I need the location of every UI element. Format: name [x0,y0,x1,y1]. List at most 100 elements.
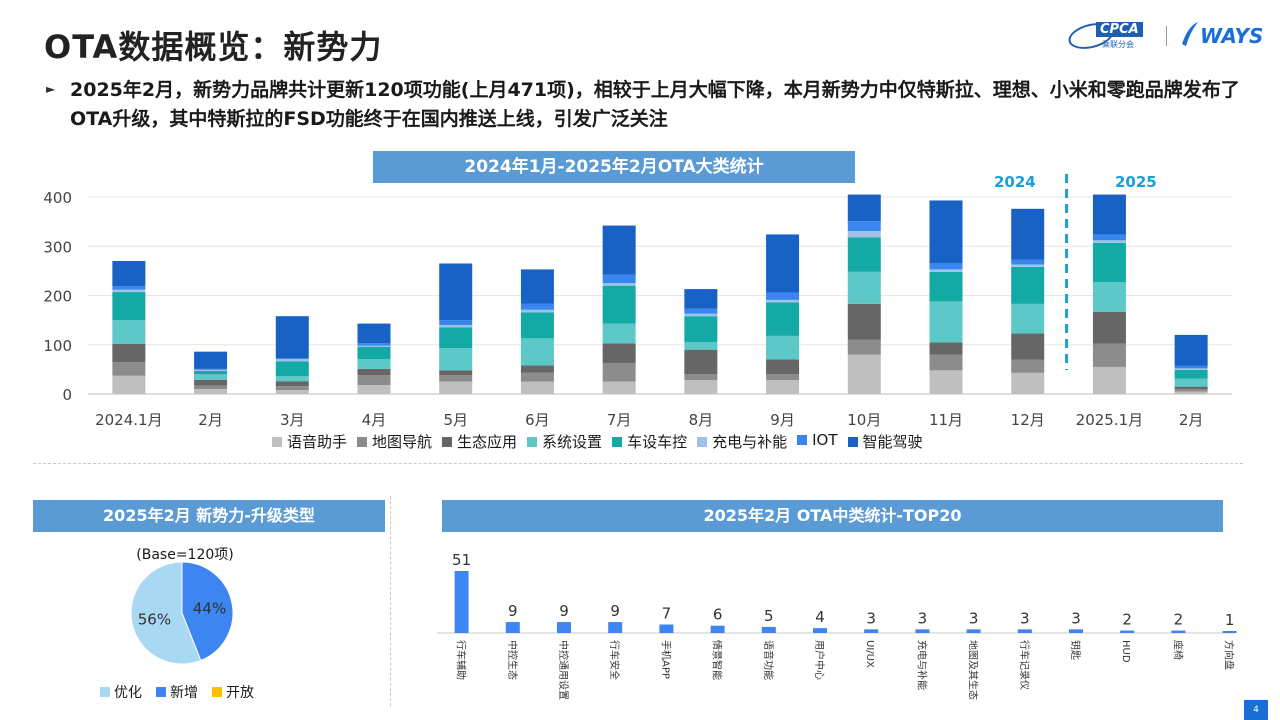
bar-segment [112,343,146,362]
legend-label: 语音助手 [287,433,348,451]
bar-segment [357,375,391,386]
page-number: 4 [1244,700,1268,720]
cpca-logo-icon: CPCA 乘联分会 [1065,18,1152,54]
bar-segment [520,372,554,382]
bar-segment [684,342,718,350]
top20-value-label: 1 [1225,611,1235,629]
top20-bar [1120,630,1135,633]
y-tick-label: 100 [43,337,72,355]
legend-label: 充电与补能 [712,433,788,451]
top20-bar [710,625,725,633]
bar-segment [194,389,228,394]
bar-segment [1174,365,1208,369]
legend-label: 智能驾驶 [862,433,923,451]
bar-segment [766,234,800,293]
top20-bar [454,571,469,633]
bar-segment [1174,391,1208,394]
bar-segment [439,320,473,326]
bar-segment [275,386,309,391]
top20-value-label: 7 [662,604,672,622]
main-chart-title: 2024年1月-2025年2月OTA大类统计 [373,151,855,183]
bar-segment [357,346,391,360]
bar-segment [439,381,473,394]
bar-segment [602,225,636,275]
bar-segment [357,359,391,369]
top20-bar [659,624,674,633]
bar-segment [520,381,554,394]
bar-segment [520,303,554,310]
x-tick-label: 12月 [1011,411,1045,429]
top20-category-label: HUD [1120,640,1131,663]
legend-swatch [797,435,808,445]
bar-segment [520,269,554,304]
bar-segment [684,316,718,343]
bar-segment [929,301,963,343]
bar-segment [766,335,800,360]
legend-swatch [612,437,623,447]
top20-category-label: 用户中心 [813,640,826,680]
bar-segment [1011,303,1045,334]
bar-segment [766,359,800,375]
legend-item: 充电与补能 [697,431,787,452]
logo-divider [1166,26,1167,46]
x-tick-label: 3月 [280,411,305,429]
pie-slice-label: 44% [193,600,226,618]
bar-segment [357,323,391,344]
bar-segment [194,368,228,370]
top20-bar [915,629,930,633]
top20-category-label: 中控通用设置 [557,640,570,700]
bar-segment [1092,366,1126,394]
legend-label: 生态应用 [457,433,518,451]
ways-logo-icon: WAYS [1178,20,1270,50]
x-tick-label: 2025.1月 [1076,411,1144,429]
x-tick-label: 2024.1月 [95,411,163,429]
pie-chart-title: 2025年2月 新势力-升级类型 [33,500,385,532]
bar-segment [439,325,473,328]
x-tick-label: 11月 [929,411,963,429]
bar-segment [357,345,391,347]
bar-segment [194,351,228,369]
top20-value-label: 9 [559,602,569,620]
column-divider [390,496,391,706]
top20-value-label: 4 [815,608,825,626]
main-chart-legend: 语音助手 地图导航 生态应用 系统设置 车设车控 充电与补能 IOT 智能驾驶 [272,431,923,452]
bar-segment [1011,372,1045,394]
bar-segment [520,312,554,339]
bar-segment [275,381,309,387]
top20-bar [1171,630,1186,633]
pie-legend-swatch [212,687,222,697]
stacked-bar-chart: 0 100 200 300 400 2024.1月 2月 3月 4月 5月 6月 7月 8月 9月 10月 1… [43,174,1232,429]
top20-category-label: 行车辅助 [455,640,468,680]
year-label-2024: 2024 [994,173,1036,191]
bar-segment [1011,264,1045,267]
bar-segment [684,289,718,309]
top20-category-label: 方向盘 [1223,640,1236,670]
bar-segment [1092,311,1126,344]
bar-segment [847,354,881,394]
top20-value-label: 6 [713,606,723,624]
top20-bar [505,622,520,633]
legend-swatch [357,437,368,447]
bar-segment [847,271,881,304]
bar-segment [766,302,800,336]
bar-segment [439,375,473,382]
legend-label: 车设车控 [627,433,688,451]
legend-swatch [697,437,708,447]
bar-segment [1092,242,1126,283]
x-tick-label: 7月 [607,411,632,429]
bar-segment [766,380,800,394]
top20-category-label: 充电与补能 [915,640,928,690]
bar-segment [766,292,800,300]
legend-swatch [272,437,282,447]
x-tick-label: 4月 [362,411,387,429]
top20-category-label: UI/UX [864,640,875,668]
bar-segment [684,308,718,314]
bar-segment [929,269,963,272]
bar-segment [112,292,146,321]
legend-item: 语音助手 [272,431,347,452]
bar-segment [194,385,228,390]
legend-swatch [442,437,453,447]
bar-segment [112,320,146,344]
bar-segment [357,343,391,346]
bar-segment [766,299,800,303]
